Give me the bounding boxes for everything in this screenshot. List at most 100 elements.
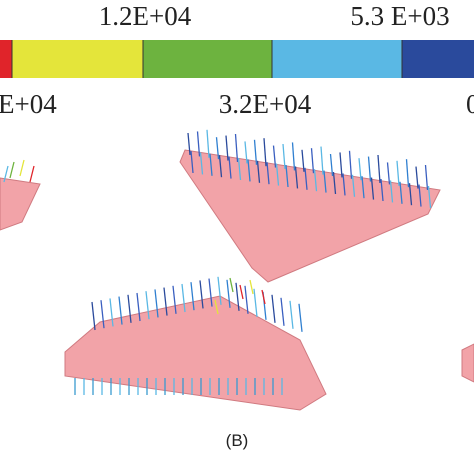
color-bar-segment: [0, 40, 12, 78]
arrow: [256, 160, 261, 183]
arrow: [118, 296, 123, 325]
arrow: [418, 184, 422, 207]
color-bar-label: E+04: [0, 89, 57, 119]
arrow: [253, 288, 258, 317]
color-bar-segment: [402, 40, 474, 78]
arrow: [291, 142, 296, 171]
arrow: [329, 153, 334, 177]
arrow: [234, 133, 239, 163]
arrow: [253, 139, 258, 165]
arrow: [272, 145, 277, 168]
arrow: [282, 143, 286, 170]
arrow: [427, 185, 432, 209]
arrow: [399, 181, 403, 204]
arrow: [199, 280, 204, 309]
plate: [64, 295, 327, 411]
arrow: [275, 163, 280, 186]
arrow: [351, 174, 356, 197]
arrow: [208, 278, 213, 307]
color-bar-label: 1.2E+04: [99, 1, 192, 31]
arrow: [217, 276, 222, 305]
arrow: [163, 287, 168, 316]
color-bar-label: 5.3 E+03: [350, 1, 449, 31]
arrow: [323, 170, 327, 193]
arrow: [389, 180, 394, 203]
arrow: [190, 282, 195, 311]
arrow: [405, 159, 410, 188]
arrow: [301, 149, 305, 172]
arrow: [358, 158, 362, 181]
arrow: [172, 285, 177, 314]
arrow: [218, 155, 223, 178]
arrow: [332, 171, 337, 195]
arrow: [9, 161, 15, 179]
color-bar-segment: [272, 40, 402, 78]
arrow: [3, 165, 9, 183]
arrow: [91, 301, 96, 331]
arrow: [100, 300, 105, 329]
arrow: [109, 298, 114, 327]
arrow: [237, 157, 242, 181]
arrow: [289, 300, 294, 329]
arrow: [199, 152, 204, 175]
arrow: [396, 160, 400, 186]
color-bar-label: 3.2E+04: [219, 89, 312, 119]
arrow: [225, 135, 229, 161]
arrow: [19, 159, 25, 177]
arrow: [408, 183, 413, 206]
arrow: [261, 289, 266, 305]
arrow: [348, 150, 353, 179]
arrow: [294, 166, 299, 189]
arrow: [229, 277, 234, 293]
arrow: [145, 291, 150, 320]
arrow: [367, 156, 372, 182]
arrow: [386, 162, 391, 185]
arrow: [298, 303, 303, 332]
plates: [0, 149, 474, 411]
plate: [179, 149, 441, 283]
arrow: [271, 294, 276, 323]
arrow: [320, 146, 324, 175]
arrow: [226, 279, 231, 308]
arrow: [206, 129, 210, 158]
arrow: [244, 285, 249, 314]
arrow: [266, 162, 270, 185]
arrow: [209, 153, 213, 176]
arrow: [228, 156, 232, 179]
arrow: [235, 282, 240, 311]
arrow: [280, 297, 285, 326]
color-bar-segment: [143, 40, 272, 78]
color-bar-label: 0: [466, 89, 474, 119]
arrow: [136, 292, 141, 322]
arrow: [304, 167, 308, 190]
arrow: [154, 289, 159, 318]
arrow: [190, 150, 194, 174]
arrow: [127, 294, 132, 323]
plate: [0, 177, 41, 231]
arrow: [244, 141, 248, 164]
arrow: [285, 164, 289, 188]
arrow: [215, 137, 220, 160]
arrow: [370, 177, 375, 200]
panel-label: (B): [226, 431, 249, 450]
arrow: [342, 173, 346, 196]
arrow: [247, 159, 251, 182]
arrow: [196, 131, 201, 157]
arrow: [239, 284, 244, 300]
arrow: [415, 166, 419, 189]
arrow: [361, 176, 365, 199]
arrow: [377, 154, 381, 184]
arrow: [339, 152, 343, 178]
force-arrows: [3, 129, 432, 395]
arrow: [187, 132, 191, 156]
arrow: [424, 164, 429, 191]
plate: [461, 343, 474, 383]
arrow: [313, 169, 318, 192]
color-bar-segment: [12, 40, 143, 78]
arrow: [214, 299, 219, 315]
arrow: [310, 148, 315, 174]
arrow: [29, 165, 35, 183]
arrow: [181, 283, 186, 313]
arrow: [263, 138, 267, 167]
